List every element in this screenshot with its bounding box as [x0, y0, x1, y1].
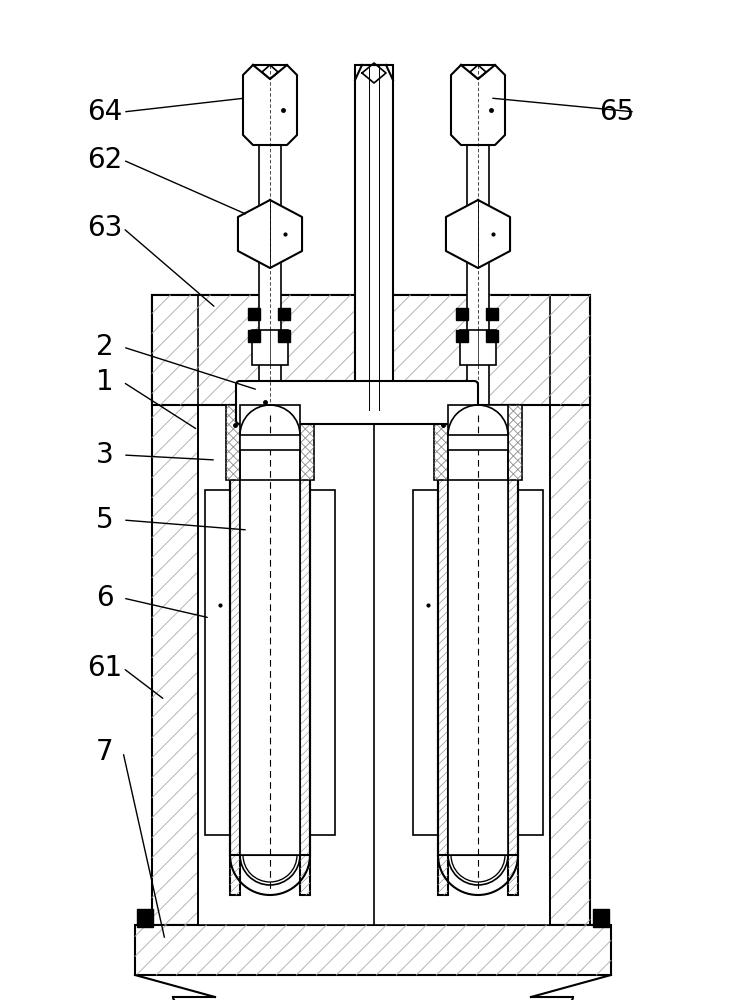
Bar — [467, 65, 489, 405]
Polygon shape — [238, 200, 302, 268]
Bar — [248, 308, 260, 320]
Text: 1: 1 — [96, 368, 114, 396]
Text: 61: 61 — [87, 654, 123, 682]
Bar — [508, 405, 518, 895]
Bar — [434, 405, 522, 480]
Bar — [448, 435, 508, 450]
Bar — [300, 405, 310, 895]
Bar — [240, 405, 300, 855]
Bar — [355, 65, 393, 410]
Bar — [198, 405, 550, 925]
Bar — [448, 405, 508, 855]
Text: 63: 63 — [87, 214, 123, 242]
Polygon shape — [446, 200, 510, 268]
Bar — [152, 295, 590, 925]
Text: 5: 5 — [96, 506, 114, 534]
Bar — [438, 405, 518, 855]
Bar — [230, 405, 310, 855]
Bar — [252, 330, 288, 365]
FancyBboxPatch shape — [236, 381, 478, 424]
Bar — [205, 490, 335, 835]
Bar — [593, 909, 609, 927]
Text: 65: 65 — [600, 98, 635, 126]
Bar — [278, 308, 290, 320]
Bar — [438, 405, 448, 895]
Text: 64: 64 — [87, 98, 123, 126]
Bar — [248, 330, 260, 342]
Text: 2: 2 — [96, 333, 114, 361]
Bar — [456, 308, 468, 320]
Text: 7: 7 — [96, 738, 114, 766]
Bar — [240, 435, 300, 450]
Bar — [460, 330, 496, 365]
Bar — [486, 308, 498, 320]
Bar — [486, 330, 498, 342]
Bar — [456, 330, 468, 342]
Bar — [230, 405, 240, 895]
Polygon shape — [451, 65, 505, 145]
Bar — [152, 295, 590, 405]
Bar — [135, 925, 611, 975]
Bar — [278, 330, 290, 342]
Bar — [226, 405, 314, 480]
Bar — [413, 490, 543, 835]
Polygon shape — [243, 65, 297, 145]
Text: 62: 62 — [87, 146, 123, 174]
Bar — [137, 909, 153, 927]
Text: 3: 3 — [96, 441, 114, 469]
Text: 6: 6 — [96, 584, 114, 612]
Bar — [259, 65, 281, 405]
